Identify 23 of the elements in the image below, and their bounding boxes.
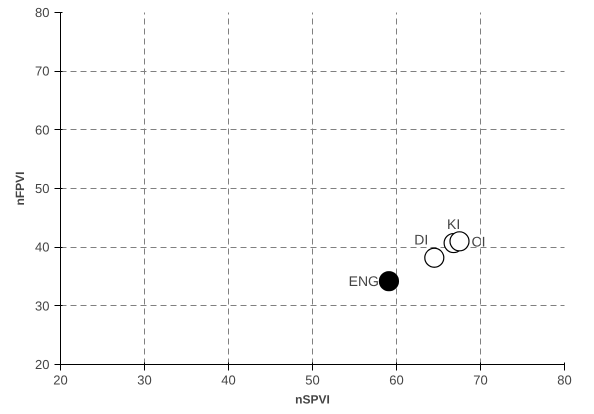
y-axis-title: nFPVI [13, 171, 28, 206]
y-tick-label: 70 [35, 64, 50, 79]
point [449, 231, 470, 252]
point [424, 248, 444, 268]
y-tick-label: 80 [35, 5, 50, 20]
x-tick-label: 70 [473, 372, 488, 388]
series-label: CI [472, 233, 486, 250]
series-label: ENG [348, 273, 379, 290]
y-tick-label: 30 [35, 298, 50, 314]
y-tick-label: 50 [35, 181, 50, 196]
y-tick-label: 40 [35, 240, 50, 255]
x-axis-title: nSPVI [295, 392, 330, 406]
point [378, 271, 400, 292]
x-tick-label: 40 [221, 372, 236, 388]
x-tick-label: 80 [557, 372, 572, 388]
x-tick-label: 30 [137, 372, 152, 388]
y-tick-label: 60 [35, 122, 50, 138]
x-tick-label: 60 [389, 372, 404, 388]
x-tick-label: 20 [53, 372, 68, 388]
series-label: KI [447, 216, 460, 232]
series-label: DI [414, 232, 428, 248]
x-tick-label: 50 [305, 372, 320, 388]
y-tick-label: 20 [35, 357, 50, 372]
